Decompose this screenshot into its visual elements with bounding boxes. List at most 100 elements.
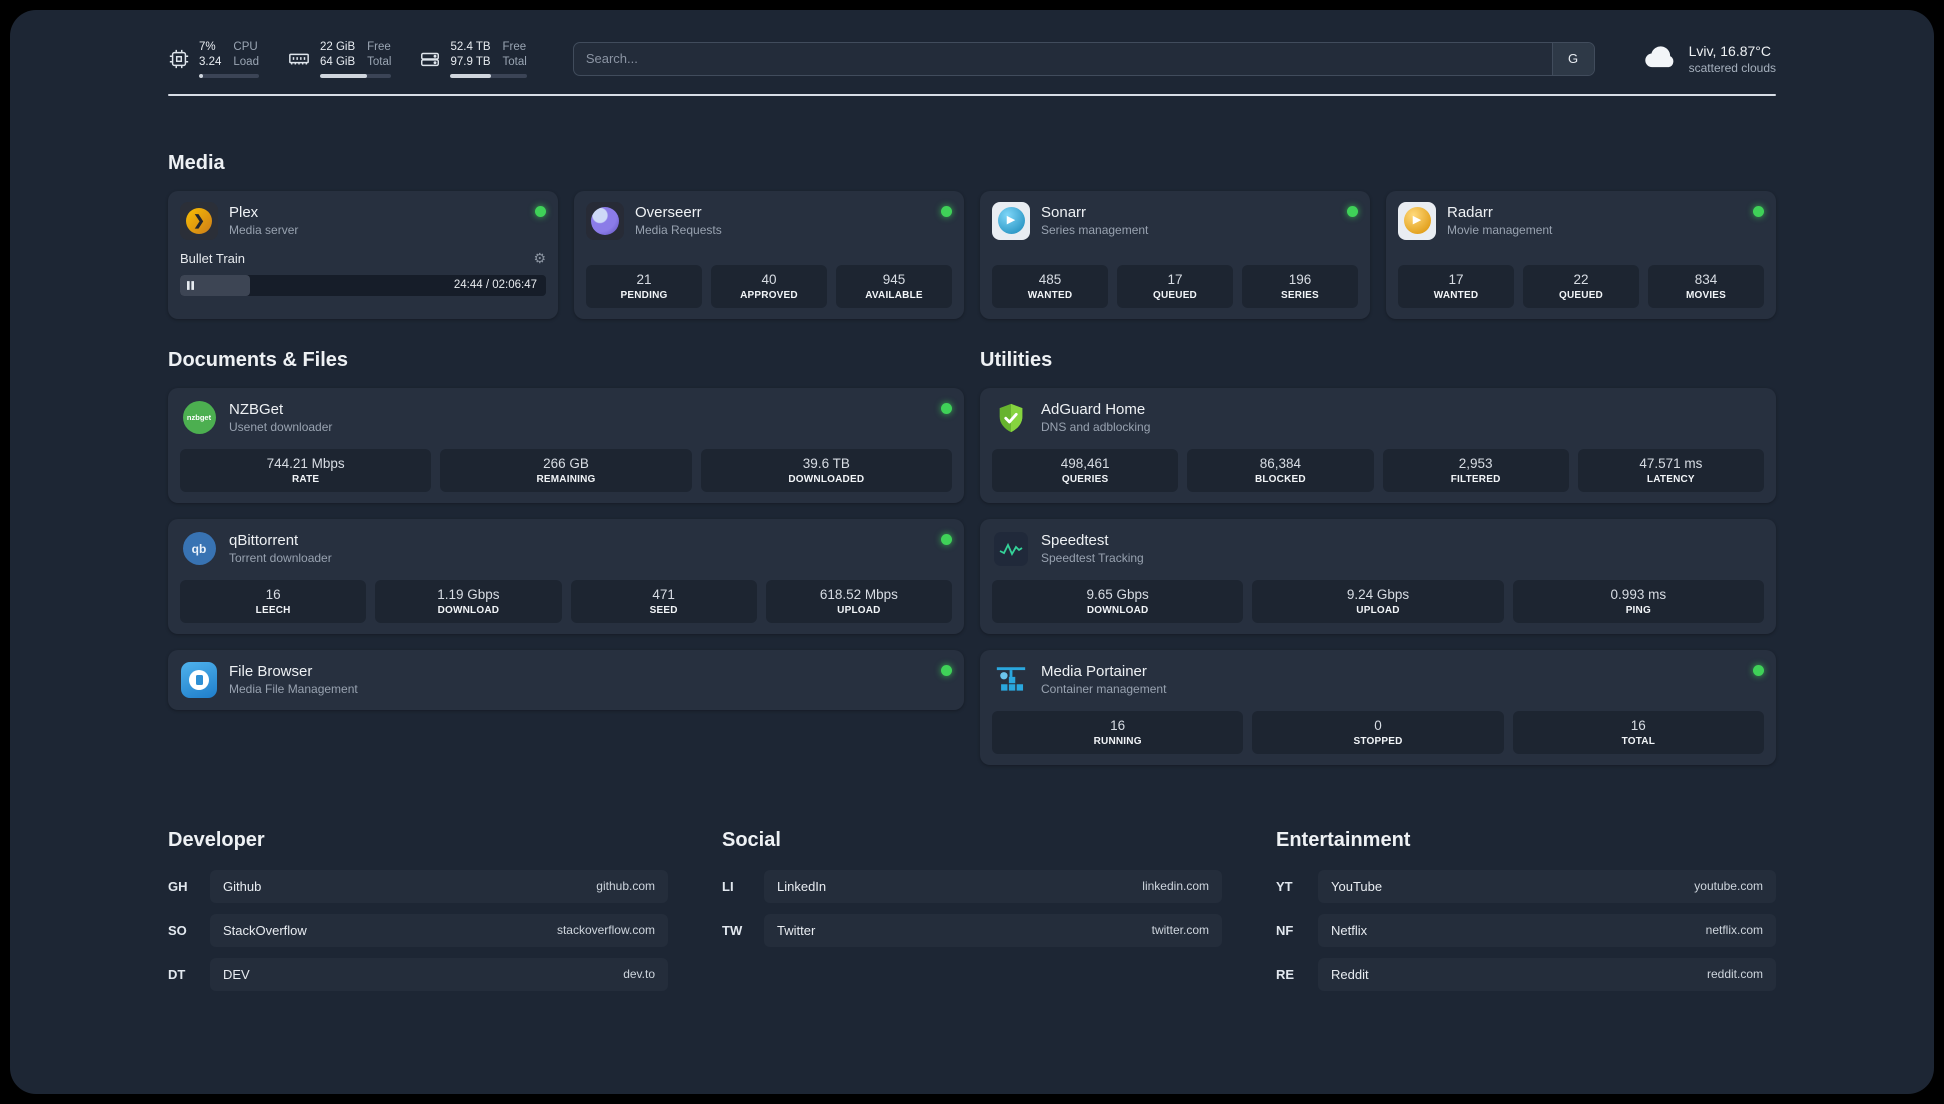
memory-total-value: 64 GiB: [319, 55, 356, 68]
weather-widget[interactable]: Lviv, 16.87°C scattered clouds: [1641, 41, 1776, 76]
service-name: Radarr: [1447, 204, 1493, 222]
bookmark-abbr: NF: [1276, 922, 1294, 938]
bookmark-link-netflix[interactable]: Netflix netflix.com: [1318, 913, 1776, 947]
stat-upload: 9.24 Gbps UPLOAD: [1252, 579, 1504, 623]
cpu-load-label: Load: [233, 55, 259, 68]
stat-filtered: 2,953 FILTERED: [1382, 448, 1569, 492]
memory-widget: 22 GiB 64 GiB Free Total: [287, 40, 392, 78]
playback-time: 24:44 / 02:06:47: [453, 279, 537, 292]
status-dot: [1753, 205, 1764, 217]
disk-total-value: 97.9 TB: [450, 55, 491, 68]
service-card-overseerr[interactable]: Overseerr Media Requests 21 PENDING 40 A…: [574, 190, 964, 319]
stat-upload: 618.52 Mbps UPLOAD: [765, 579, 952, 623]
service-card-radarr[interactable]: ▶ Radarr Movie management 17 WANTED: [1386, 190, 1776, 319]
bookmark-link-linkedin[interactable]: LinkedIn linkedin.com: [764, 869, 1222, 903]
bookmark-link-stackoverflow[interactable]: StackOverflow stackoverflow.com: [210, 913, 668, 947]
service-card-adguard[interactable]: AdGuard Home DNS and adblocking 498,461 …: [980, 387, 1776, 503]
bookmark-link-youtube[interactable]: YouTube youtube.com: [1318, 869, 1776, 903]
pause-icon[interactable]: [187, 281, 194, 290]
status-dot: [941, 402, 952, 414]
cpu-usage-value: 7%: [199, 41, 216, 53]
service-description: Torrent downloader: [229, 551, 332, 566]
status-dot: [535, 205, 546, 217]
stat-blocked: 86,384 BLOCKED: [1187, 448, 1374, 492]
bookmark-abbr: LI: [722, 878, 734, 894]
bookmark-link-twitter[interactable]: Twitter twitter.com: [764, 913, 1222, 947]
service-name: File Browser: [229, 663, 313, 681]
social-section-title: Social: [722, 828, 781, 851]
stat-queued: 22 QUEUED: [1523, 264, 1639, 308]
stat-stopped: 0 STOPPED: [1252, 710, 1504, 754]
memory-free-label: Free: [367, 41, 391, 53]
bookmark-abbr: SO: [168, 922, 187, 938]
bookmark-abbr: GH: [168, 878, 188, 894]
disk-widget: 52.4 TB 97.9 TB Free Total: [419, 40, 527, 78]
service-card-filebrowser[interactable]: File Browser Media File Management: [168, 649, 964, 710]
dashboard-frame: 7% 3.24 CPU Load: [10, 10, 1934, 1094]
settings-gear-icon[interactable]: ⚙: [533, 249, 546, 266]
cloud-icon: [1641, 41, 1679, 76]
stat-seed: 471 SEED: [570, 579, 757, 623]
service-description: Series management: [1041, 223, 1149, 238]
service-description: Media server: [229, 223, 299, 238]
search-engine-button[interactable]: G: [1551, 42, 1594, 75]
service-name: Media Portainer: [1041, 663, 1147, 681]
bookmark-abbr: RE: [1276, 966, 1295, 982]
stat-wanted: 485 WANTED: [992, 264, 1108, 308]
cpu-load-value: 3.24: [199, 55, 222, 68]
service-card-plex[interactable]: ❯ Plex Media server Bullet Train ⚙: [168, 190, 558, 319]
bookmark-abbr: TW: [722, 922, 743, 938]
cpu-icon: [168, 48, 190, 70]
service-description: Media Requests: [635, 223, 722, 238]
stat-leech: 16 LEECH: [180, 579, 367, 623]
stat-download: 1.19 Gbps DOWNLOAD: [375, 579, 562, 623]
service-name: qBittorrent: [229, 532, 299, 550]
filebrowser-icon: [180, 661, 218, 699]
memory-progress-bar: [319, 73, 392, 78]
service-name: Plex: [229, 204, 259, 222]
bookmark-abbr: DT: [168, 966, 186, 982]
memory-total-label: Total: [367, 55, 392, 68]
bookmark-link-dev[interactable]: DEV dev.to: [210, 957, 668, 991]
section-developer: Developer GH Github github.com SO StackO…: [168, 829, 668, 1002]
radarr-icon: ▶: [1398, 201, 1436, 240]
stat-running: 16 RUNNING: [992, 710, 1244, 754]
cpu-widget: 7% 3.24 CPU Load: [168, 40, 259, 78]
bookmark-link-reddit[interactable]: Reddit reddit.com: [1318, 957, 1776, 991]
service-card-sonarr[interactable]: ▶ Sonarr Series management 485 WANTED: [980, 190, 1370, 319]
service-name: Speedtest: [1041, 532, 1109, 550]
section-utilities: Utilities AdGuard Home: [980, 349, 1776, 765]
service-description: Speedtest Tracking: [1041, 551, 1144, 566]
stat-rate: 744.21 Mbps RATE: [180, 448, 432, 492]
plex-icon: ❯: [180, 201, 218, 240]
bookmark-link-github[interactable]: Github github.com: [210, 869, 668, 903]
search-input[interactable]: [573, 42, 1552, 75]
status-dot: [941, 533, 952, 545]
disk-free-value: 52.4 TB: [450, 41, 491, 53]
bookmark-abbr: YT: [1276, 878, 1293, 894]
service-description: Usenet downloader: [229, 420, 333, 435]
top-bar: 7% 3.24 CPU Load: [168, 10, 1776, 94]
status-dot: [941, 664, 952, 676]
service-name: NZBGet: [229, 401, 284, 419]
cpu-usage-label: CPU: [233, 41, 258, 53]
memory-free-value: 22 GiB: [319, 41, 356, 53]
bookmark-reddit: RE Reddit reddit.com: [1276, 957, 1776, 991]
stat-queued: 17 QUEUED: [1117, 264, 1233, 308]
sonarr-icon: ▶: [992, 201, 1030, 240]
service-card-portainer[interactable]: Media Portainer Container management 16 …: [980, 649, 1776, 765]
status-dot: [1753, 664, 1764, 676]
service-card-qbittorrent[interactable]: qb qBittorrent Torrent downloader 16 LEE…: [168, 518, 964, 634]
nzbget-icon: nzbget: [180, 399, 218, 437]
service-card-speedtest[interactable]: Speedtest Speedtest Tracking 9.65 Gbps D…: [980, 518, 1776, 634]
service-name: AdGuard Home: [1041, 401, 1146, 419]
utilities-section-title: Utilities: [980, 348, 1053, 371]
service-card-nzbget[interactable]: nzbget NZBGet Usenet downloader 744.21 M…: [168, 387, 964, 503]
stat-movies: 834 MOVIES: [1648, 264, 1764, 308]
playback-progress-bar[interactable]: 24:44 / 02:06:47: [180, 274, 546, 296]
service-description: Movie management: [1447, 223, 1553, 238]
status-dot: [941, 205, 952, 217]
now-playing-title: Bullet Train: [180, 250, 246, 266]
service-description: Container management: [1041, 682, 1167, 697]
disk-free-label: Free: [502, 41, 527, 53]
